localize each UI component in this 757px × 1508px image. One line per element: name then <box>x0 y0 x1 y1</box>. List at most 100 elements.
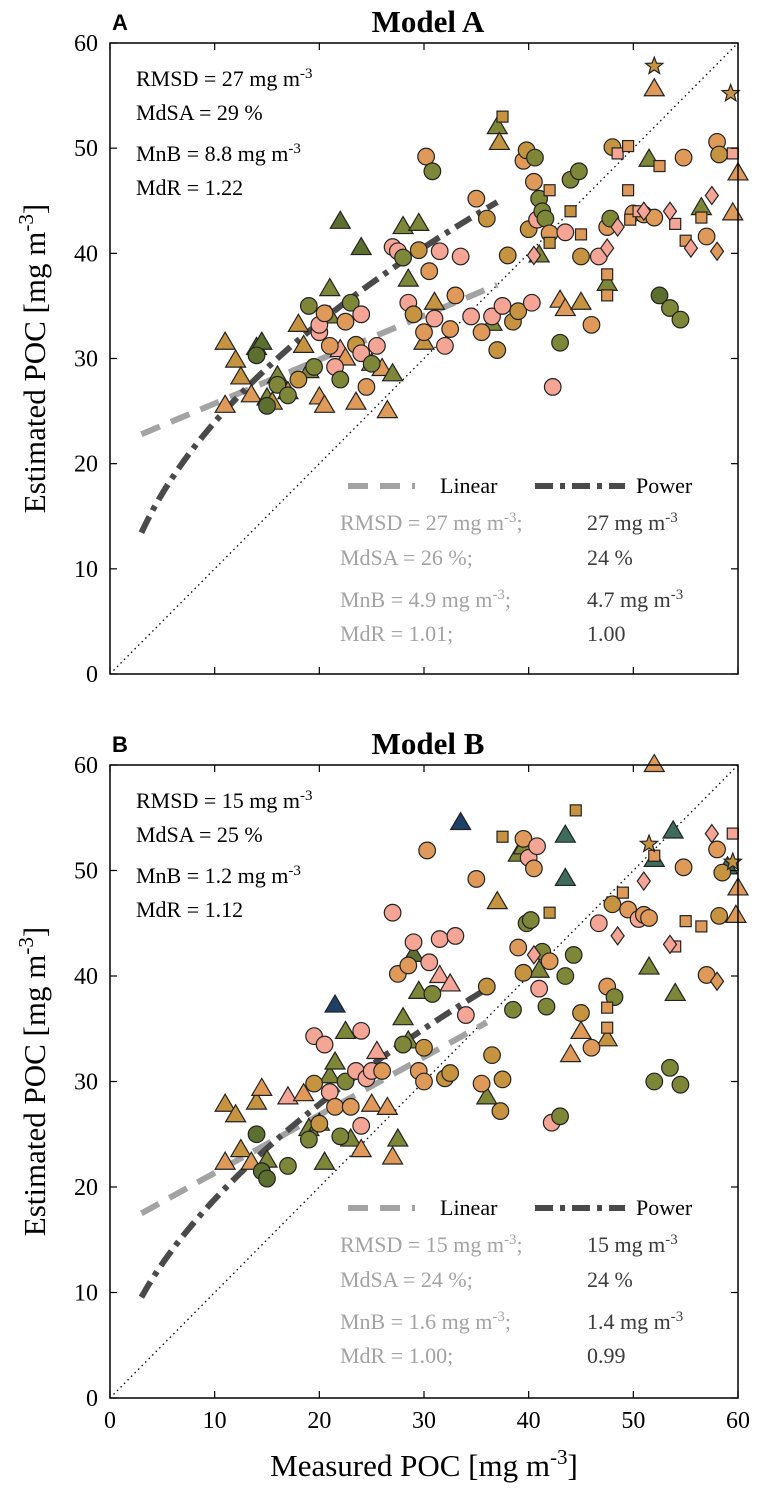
data-point-circle <box>650 286 669 305</box>
data-point-triangle <box>643 753 666 773</box>
data-point-circle <box>514 829 533 848</box>
data-point-square <box>726 147 739 160</box>
data-point-circle <box>409 241 428 260</box>
data-point-circle <box>543 377 562 396</box>
y-tick-label: 50 <box>74 136 98 162</box>
data-point-diamond <box>526 944 542 965</box>
panel-a: A Model A 0 10 20 30 40 50 60 Estimated POC [mg m… <box>14 4 750 688</box>
y-tick-label: 20 <box>74 452 98 478</box>
one-to-one-line <box>110 43 738 674</box>
power-fit-stat: 15 mg m-3 <box>587 1232 678 1257</box>
model-stat: MdSA = 25 % <box>136 822 263 847</box>
x-tick-label: 20 <box>307 1408 331 1434</box>
linear-fit-stat: MdSA = 26 %; <box>340 545 473 570</box>
chart-title: Model B <box>372 726 485 761</box>
data-point-triangle <box>376 1096 399 1115</box>
data-point-circle <box>537 997 556 1016</box>
data-point-triangle <box>381 362 404 382</box>
data-point-circle <box>564 946 583 964</box>
power-fit-stat: 1.00 <box>587 621 626 646</box>
data-point-triangle <box>324 1050 347 1070</box>
data-point-circle <box>467 189 486 208</box>
power-fit-stat: 1.4 mg m-3 <box>587 1309 683 1334</box>
x-tick-label: 40 <box>517 1408 541 1434</box>
data-point-circle <box>352 305 371 324</box>
legend-power-label: Power <box>636 473 693 498</box>
model-stat: MdR = 1.22 <box>136 175 243 200</box>
data-point-circle <box>310 1114 329 1133</box>
model-stat: MdSA = 29 % <box>136 100 263 125</box>
data-point-diamond <box>683 238 699 259</box>
linear-fit-stat: MdR = 1.00; <box>340 1343 453 1368</box>
y-tick-label: 10 <box>74 1281 98 1307</box>
x-tick-label: 60 <box>726 1408 750 1434</box>
linear-fit-stat: MnB = 1.6 mg m-3; <box>340 1309 511 1334</box>
data-point-circle <box>415 1072 433 1091</box>
data-point-circle <box>299 297 318 315</box>
data-point-circle <box>462 307 481 326</box>
data-point-triangle <box>318 1064 341 1084</box>
data-point-triangle <box>449 811 472 831</box>
data-point-square <box>726 827 739 840</box>
data-point-circle <box>477 977 496 996</box>
data-point-triangle <box>350 236 373 256</box>
data-point-circle <box>570 162 588 181</box>
data-point-circle <box>603 895 622 914</box>
data-point-circle <box>710 145 729 164</box>
data-point-triangle <box>214 331 237 350</box>
data-point-circle <box>352 1116 371 1135</box>
model-stat: MdR = 1.12 <box>136 897 243 922</box>
data-point-circle <box>551 333 569 352</box>
data-point-circle <box>713 863 732 882</box>
data-point-circle <box>423 162 442 181</box>
data-point-triangle <box>392 1006 415 1026</box>
legend-linear-label: Linear <box>440 473 498 498</box>
data-point-triangle <box>329 210 352 229</box>
data-point-circle <box>331 1127 350 1146</box>
data-point-circle <box>341 1097 360 1116</box>
model-stat: RMSD = 15 mg m-3 <box>136 788 312 813</box>
data-point-circle <box>483 1046 501 1065</box>
data-point-star <box>722 851 743 871</box>
data-point-square <box>653 159 666 173</box>
data-point-circle <box>674 858 693 877</box>
panel-b: B Model B 0 10 20 30 40 50 60 0 10 20 30 40 50 60 Estima… <box>14 726 750 1483</box>
data-point-triangle <box>214 394 237 413</box>
data-point-square <box>621 184 635 197</box>
power-fit-stat: 24 % <box>587 545 633 570</box>
data-point-triangle <box>428 964 451 984</box>
data-point-square <box>601 1021 614 1034</box>
data-point-square <box>669 217 682 230</box>
data-point-circle <box>493 1070 512 1089</box>
y-tick-label: 60 <box>74 753 98 779</box>
data-point-square <box>621 139 635 153</box>
linear-fit-stat: RMSD = 15 mg m-3; <box>340 1232 523 1257</box>
data-point-triangle <box>287 313 310 332</box>
data-point-triangle <box>245 1090 268 1110</box>
x-axis-label: Measured POC [mg m-3] <box>270 1445 578 1483</box>
data-point-triangle <box>486 115 509 135</box>
y-tick-label: 0 <box>86 1386 98 1412</box>
power-fit-stat: 4.7 mg m-3 <box>587 587 683 612</box>
data-point-circle <box>536 209 555 228</box>
data-point-triangle <box>638 955 661 975</box>
data-point-circle <box>514 963 533 982</box>
data-point-triangle <box>376 399 399 419</box>
data-point-triangle <box>381 1145 404 1165</box>
data-point-circle <box>589 914 608 933</box>
data-point-triangle <box>554 297 577 317</box>
data-point-triangle <box>229 1138 252 1158</box>
power-fit-stat: 27 mg m-3 <box>587 510 678 535</box>
data-point-circle <box>674 148 693 167</box>
data-point-diamond <box>636 871 652 892</box>
data-point-triangle <box>324 993 347 1013</box>
data-point-triangle <box>392 215 415 235</box>
data-point-circle <box>528 837 546 856</box>
data-point-circle <box>415 323 433 342</box>
data-point-circle <box>305 1074 324 1093</box>
data-point-diamond <box>610 925 625 946</box>
data-point-circle <box>352 1021 371 1040</box>
data-point-star <box>720 82 741 103</box>
data-point-square <box>564 205 577 218</box>
